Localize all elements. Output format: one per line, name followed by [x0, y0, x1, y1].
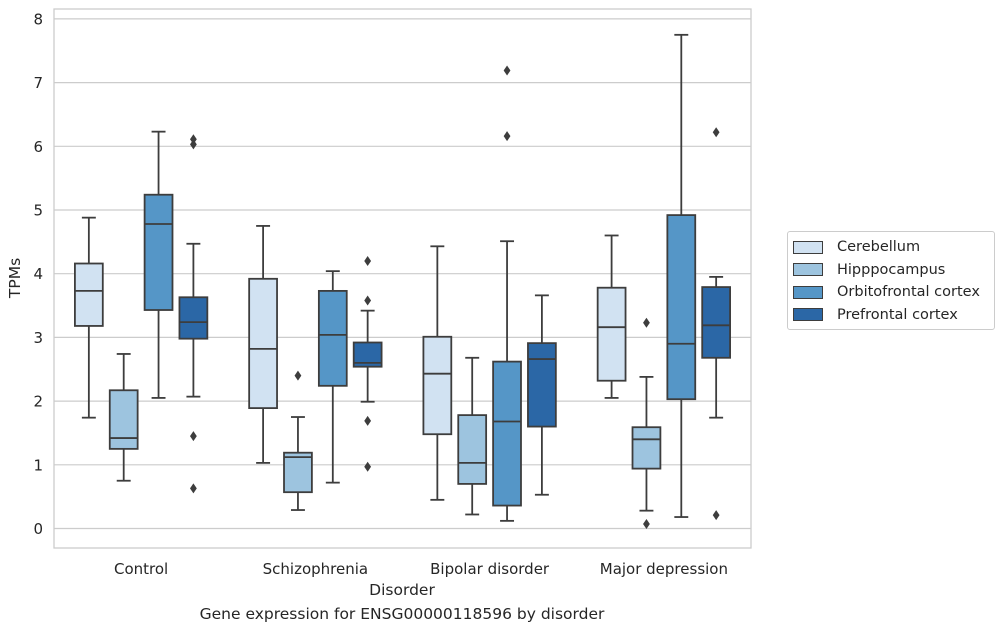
box-iqr: [457, 414, 488, 485]
box-hipppocampus: [283, 370, 313, 511]
outlier-point: [190, 139, 197, 150]
y-tick-label: 0: [33, 520, 43, 538]
box-cerebellum: [422, 245, 453, 501]
outlier-point: [503, 131, 511, 142]
y-tick-labels: 0 1 2 3 4 5 6 7 8: [33, 10, 43, 538]
x-tick-labels: Control Schizophrenia Bipolar disorder Majo…: [114, 560, 728, 578]
box-iqr: [666, 214, 697, 401]
box-iqr: [74, 262, 104, 327]
x-axis-label: Disorder: [369, 581, 435, 599]
box-iqr: [596, 286, 627, 382]
box-iqr: [492, 360, 522, 507]
x-tick-label: Schizophrenia: [263, 560, 368, 578]
y-gridlines: [54, 18, 751, 530]
legend-label: Prefrontal cortex: [837, 306, 958, 323]
box-prefrontal-cortex: [178, 134, 209, 494]
legend-label: Orbitofrontal cortex: [837, 284, 980, 301]
outlier-point: [364, 415, 372, 426]
outlier-point: [364, 461, 372, 472]
box-orbitofrontal-cortex: [666, 33, 697, 518]
box-iqr: [701, 286, 731, 359]
legend-swatch: [793, 308, 823, 322]
box-series: [74, 33, 731, 530]
box-iqr: [283, 451, 313, 494]
legend: Cerebellum Hipppocampus Orbitofrontal cort…: [787, 231, 995, 330]
legend-swatch: [793, 263, 823, 277]
legend-swatch: [793, 285, 823, 299]
y-tick-label: 5: [33, 202, 43, 220]
y-tick-label: 6: [33, 138, 43, 156]
box-hipppocampus: [457, 356, 488, 516]
x-tick-label: Control: [114, 560, 168, 578]
outlier-point: [712, 510, 720, 521]
y-axis-label: TPMs: [6, 258, 24, 299]
outlier-point: [190, 483, 197, 494]
legend-label: Cerebellum: [837, 239, 921, 256]
box-prefrontal-cortex: [701, 127, 731, 521]
outlier-point: [190, 134, 197, 145]
outlier-point: [190, 431, 197, 442]
legend-label: Hipppocampus: [837, 261, 946, 278]
box-cerebellum: [596, 234, 627, 399]
outlier-point: [643, 519, 650, 530]
box-orbitofrontal-cortex: [143, 130, 174, 399]
outlier-point: [294, 370, 302, 381]
legend-item: Orbitofrontal cortex: [788, 281, 994, 304]
chart-caption: Gene expression for ENSG00000118596 by d…: [199, 605, 605, 623]
y-tick-label: 7: [33, 74, 43, 92]
box-iqr: [422, 335, 453, 436]
box-cerebellum: [74, 216, 104, 419]
box-iqr: [108, 389, 139, 450]
legend-swatch: [793, 240, 823, 254]
outlier-point: [364, 295, 372, 306]
y-tick-label: 1: [33, 456, 43, 474]
y-tick-label: 2: [33, 393, 43, 411]
y-tick-label: 3: [33, 329, 43, 347]
box-iqr: [527, 342, 557, 428]
box-hipppocampus: [631, 317, 662, 530]
box-iqr: [317, 289, 348, 387]
box-iqr: [248, 277, 278, 410]
outlier-point: [712, 127, 720, 138]
x-tick-label: Bipolar disorder: [430, 560, 550, 578]
x-tick-label: Major depression: [600, 560, 728, 578]
legend-item: Prefrontal cortex: [788, 304, 994, 327]
box-hipppocampus: [108, 353, 139, 482]
box-prefrontal-cortex: [352, 255, 383, 472]
legend-item: Cerebellum: [788, 236, 994, 259]
outlier-point: [503, 65, 511, 76]
outlier-point: [364, 255, 372, 266]
box-orbitofrontal-cortex: [317, 270, 348, 484]
outlier-point: [643, 317, 650, 328]
box-iqr: [631, 426, 662, 470]
box-prefrontal-cortex: [527, 294, 557, 496]
box-orbitofrontal-cortex: [492, 65, 522, 522]
box-cerebellum: [248, 225, 278, 464]
legend-item: Hipppocampus: [788, 259, 994, 282]
box-iqr: [143, 193, 174, 311]
y-tick-label: 8: [33, 10, 43, 28]
box-iqr: [178, 296, 209, 340]
y-tick-label: 4: [33, 265, 43, 283]
